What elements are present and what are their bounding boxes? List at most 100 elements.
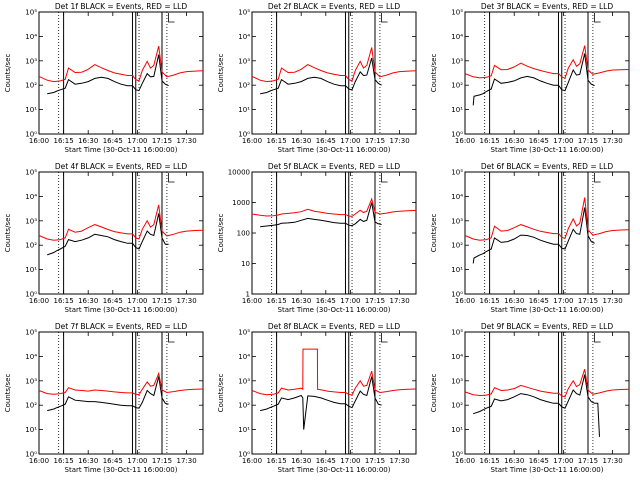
x-tick-label: 16:45 — [529, 297, 549, 305]
x-axis-label: Start Time (30-Oct-11 16:00:00) — [278, 466, 391, 474]
y-tick-label: 10⁵ — [238, 329, 250, 337]
panel-title: Det 2f BLACK = Events, RED = LLD — [268, 2, 401, 11]
panel-title: Det 1f BLACK = Events, RED = LLD — [55, 2, 188, 11]
y-tick-label: 10¹ — [451, 266, 463, 274]
x-tick-label: 16:30 — [291, 137, 311, 145]
corner-marker — [169, 13, 175, 22]
y-tick-label: 10⁵ — [451, 329, 463, 337]
y-tick-label: 10³ — [25, 57, 37, 65]
y-axis-label: Counts/sec — [4, 214, 12, 253]
y-tick-label: 10⁰ — [238, 451, 250, 459]
detector-panel: 16:00 16:15 16:30 16:45 17:00 17:15 17:30 10⁰ 10… — [0, 0, 213, 160]
x-tick-label: 16:15 — [480, 297, 500, 305]
x-tick-label: 17:00 — [127, 297, 147, 305]
y-tick-label: 10⁰ — [25, 131, 37, 139]
x-tick-label: 17:15 — [152, 457, 172, 465]
y-tick-label: 10¹ — [451, 426, 463, 434]
x-tick-label: 17:30 — [390, 457, 410, 465]
y-tick-label: 10⁵ — [25, 329, 37, 337]
corner-marker — [382, 333, 388, 342]
series-line-events — [47, 214, 168, 255]
x-axis-label: Start Time (30-Oct-11 16:00:00) — [65, 306, 178, 314]
panel-title: Det 5f BLACK = Events, RED = LLD — [268, 162, 401, 171]
y-tick-label: 10⁵ — [25, 9, 37, 17]
y-tick-label: 10 — [241, 260, 250, 268]
panel-title: Det 9f BLACK = Events, RED = LLD — [481, 322, 614, 331]
y-tick-label: 10² — [451, 82, 463, 90]
x-tick-label: 16:45 — [103, 297, 123, 305]
x-tick-label: 16:15 — [54, 457, 74, 465]
x-tick-label: 17:00 — [340, 297, 360, 305]
y-tick-label: 10¹ — [451, 106, 463, 114]
x-tick-label: 16:45 — [316, 137, 336, 145]
y-tick-label: 10⁴ — [25, 33, 37, 41]
x-tick-label: 16:15 — [480, 457, 500, 465]
corner-marker — [595, 173, 601, 182]
x-tick-label: 16:30 — [78, 457, 98, 465]
y-axis-label: Counts/sec — [4, 374, 12, 413]
x-tick-label: 17:30 — [177, 137, 197, 145]
y-axis-label: Counts/sec — [430, 54, 438, 93]
y-tick-label: 10³ — [238, 57, 250, 65]
x-tick-label: 16:15 — [54, 297, 74, 305]
x-tick-label: 17:30 — [603, 457, 623, 465]
panel-title: Det 8f BLACK = Events, RED = LLD — [268, 322, 401, 331]
y-axis-label: Counts/sec — [430, 214, 438, 253]
x-tick-label: 16:45 — [529, 457, 549, 465]
detector-panel: 16:00 16:15 16:30 16:45 17:00 17:15 17:30 10⁰ 10… — [213, 0, 426, 160]
detector-panel: 16:00 16:15 16:30 16:45 17:00 17:15 17:30 10⁰ 10… — [426, 0, 639, 160]
y-tick-label: 10² — [451, 242, 463, 250]
x-tick-label: 17:15 — [365, 137, 385, 145]
series-line-events — [473, 375, 599, 437]
x-tick-label: 16:45 — [316, 297, 336, 305]
x-tick-label: 16:15 — [267, 457, 287, 465]
x-tick-label: 16:15 — [54, 137, 74, 145]
y-tick-label: 10⁰ — [451, 131, 463, 139]
x-tick-label: 16:45 — [103, 137, 123, 145]
y-tick-label: 10⁴ — [451, 353, 463, 361]
y-axis-label: Counts/sec — [217, 214, 225, 253]
x-tick-label: 16:30 — [504, 457, 524, 465]
x-tick-label: 17:00 — [553, 137, 573, 145]
y-tick-label: 10⁴ — [451, 193, 463, 201]
y-tick-label: 10¹ — [25, 426, 37, 434]
x-tick-label: 17:30 — [390, 137, 410, 145]
y-tick-label: 10⁴ — [25, 353, 37, 361]
corner-marker — [169, 173, 175, 182]
detector-panel: 16:00 16:15 16:30 16:45 17:00 17:15 17:30 10⁰ 10… — [0, 160, 213, 320]
y-tick-label: 10⁰ — [25, 291, 37, 299]
x-tick-label: 16:30 — [78, 297, 98, 305]
y-tick-label: 10⁵ — [451, 169, 463, 177]
panel-title: Det 6f BLACK = Events, RED = LLD — [481, 162, 614, 171]
corner-marker — [595, 13, 601, 22]
x-axis-label: Start Time (30-Oct-11 16:00:00) — [491, 466, 604, 474]
y-axis-label: Counts/sec — [4, 54, 12, 93]
x-tick-label: 17:15 — [365, 297, 385, 305]
y-tick-label: 10³ — [451, 377, 463, 385]
y-tick-label: 10⁴ — [25, 193, 37, 201]
x-tick-label: 16:30 — [78, 137, 98, 145]
panel-title: Det 4f BLACK = Events, RED = LLD — [55, 162, 188, 171]
panel-title: Det 3f BLACK = Events, RED = LLD — [481, 2, 614, 11]
y-tick-label: 10³ — [451, 217, 463, 225]
x-tick-label: 16:15 — [267, 137, 287, 145]
y-tick-label: 10² — [451, 402, 463, 410]
corner-marker — [169, 333, 175, 342]
corner-marker — [382, 173, 388, 182]
series-line-events — [260, 58, 381, 94]
detector-panel: 16:00 16:15 16:30 16:45 17:00 17:15 17:30 10⁰ 10… — [0, 320, 213, 480]
x-axis-label: Start Time (30-Oct-11 16:00:00) — [278, 306, 391, 314]
x-tick-label: 17:00 — [553, 297, 573, 305]
x-tick-label: 17:15 — [152, 137, 172, 145]
y-tick-label: 10⁰ — [451, 291, 463, 299]
x-tick-label: 16:30 — [291, 297, 311, 305]
detector-panel: 16:00 16:15 16:30 16:45 17:00 17:15 17:30 10⁰ 10… — [213, 320, 426, 480]
x-tick-label: 17:00 — [127, 457, 147, 465]
x-tick-label: 17:30 — [603, 297, 623, 305]
y-tick-label: 10¹ — [238, 426, 250, 434]
x-tick-label: 16:45 — [103, 457, 123, 465]
detector-panel: 16:00 16:15 16:30 16:45 17:00 17:15 17:30 10⁰ 10… — [426, 160, 639, 320]
y-tick-label: 10² — [25, 242, 37, 250]
y-axis-label: Counts/sec — [217, 54, 225, 93]
